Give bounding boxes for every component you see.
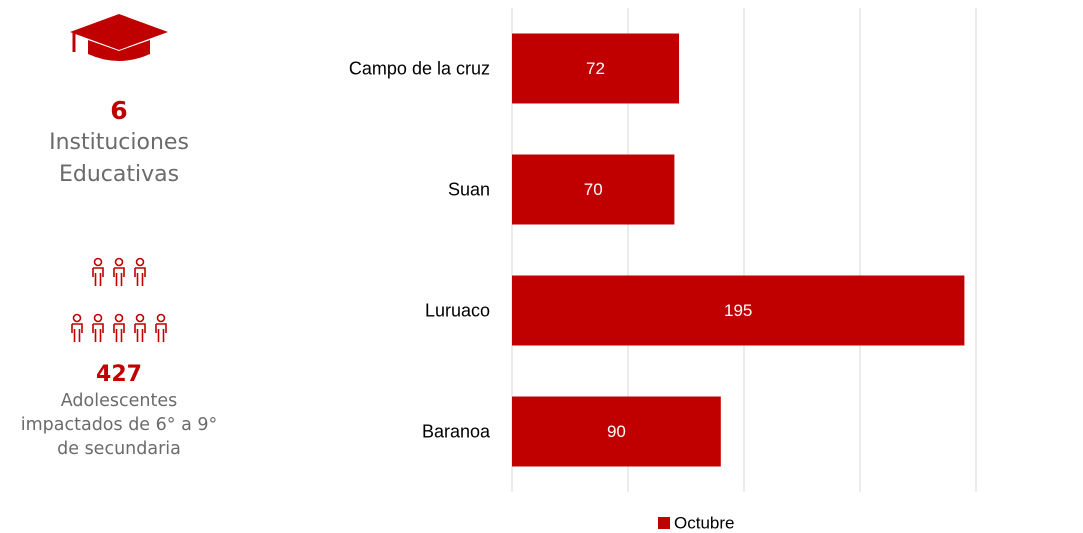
y-tick-label: Luruaco: [425, 300, 490, 320]
stat: 427 Adolescentes impactados de 6° a 9° d…: [14, 362, 224, 461]
graduation-cap-icon: [70, 14, 168, 61]
data-label: 72: [586, 59, 605, 78]
bar: [512, 33, 680, 104]
data-label: 90: [607, 422, 626, 441]
legend-swatch: [658, 517, 670, 529]
bar: [512, 275, 965, 346]
y-tick-label: Campo de la cruz: [349, 58, 490, 78]
stat-label: Adolescentes impactados de 6° a 9° de se…: [20, 391, 218, 459]
data-label: 70: [584, 180, 603, 199]
y-tick-label: Suan: [448, 179, 490, 199]
y-tick-label: Baranoa: [422, 421, 491, 441]
people-icon: [71, 257, 167, 343]
stat-value: 427: [96, 362, 142, 387]
stat-label: Instituciones Educativas: [49, 130, 189, 187]
bar: [512, 154, 675, 225]
data-label: 195: [724, 301, 752, 320]
legend-label: Octubre: [674, 513, 734, 532]
stat-value: 6: [110, 96, 128, 125]
bar: [512, 396, 721, 467]
stat: 6 Instituciones Educativas: [19, 96, 219, 191]
